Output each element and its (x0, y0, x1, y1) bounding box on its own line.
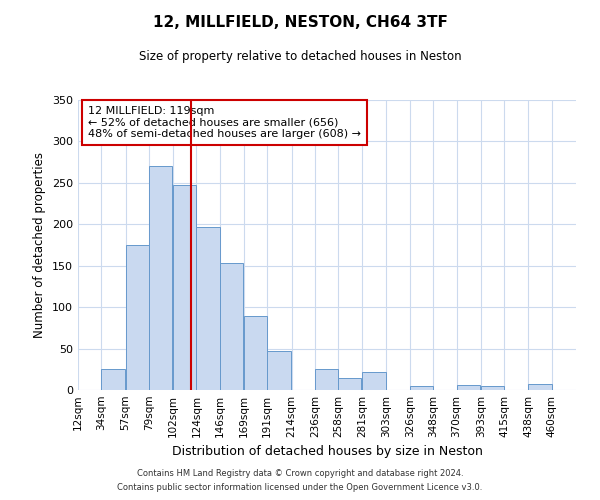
Bar (267, 351, 290, 390)
Bar (244, 316, 267, 390)
Bar (362, 372, 386, 390)
Bar (125, 245, 149, 390)
Bar (196, 227, 220, 390)
X-axis label: Distribution of detached houses by size in Neston: Distribution of detached houses by size … (172, 446, 482, 458)
Bar (529, 384, 551, 390)
Text: Contains public sector information licensed under the Open Government Licence v3: Contains public sector information licen… (118, 484, 482, 492)
Bar (410, 386, 433, 390)
Bar (315, 370, 338, 390)
Bar (149, 166, 172, 390)
Bar (457, 385, 480, 390)
Bar (338, 378, 361, 390)
Text: Contains HM Land Registry data © Crown copyright and database right 2024.: Contains HM Land Registry data © Crown c… (137, 468, 463, 477)
Bar (481, 386, 504, 390)
Bar (101, 370, 125, 390)
Text: 12 MILLFIELD: 119sqm
← 52% of detached houses are smaller (656)
48% of semi-deta: 12 MILLFIELD: 119sqm ← 52% of detached h… (88, 106, 361, 139)
Bar (173, 186, 196, 390)
Y-axis label: Number of detached properties: Number of detached properties (34, 152, 46, 338)
Text: 12, MILLFIELD, NESTON, CH64 3TF: 12, MILLFIELD, NESTON, CH64 3TF (152, 15, 448, 30)
Text: Size of property relative to detached houses in Neston: Size of property relative to detached ho… (139, 50, 461, 63)
Bar (220, 263, 243, 390)
